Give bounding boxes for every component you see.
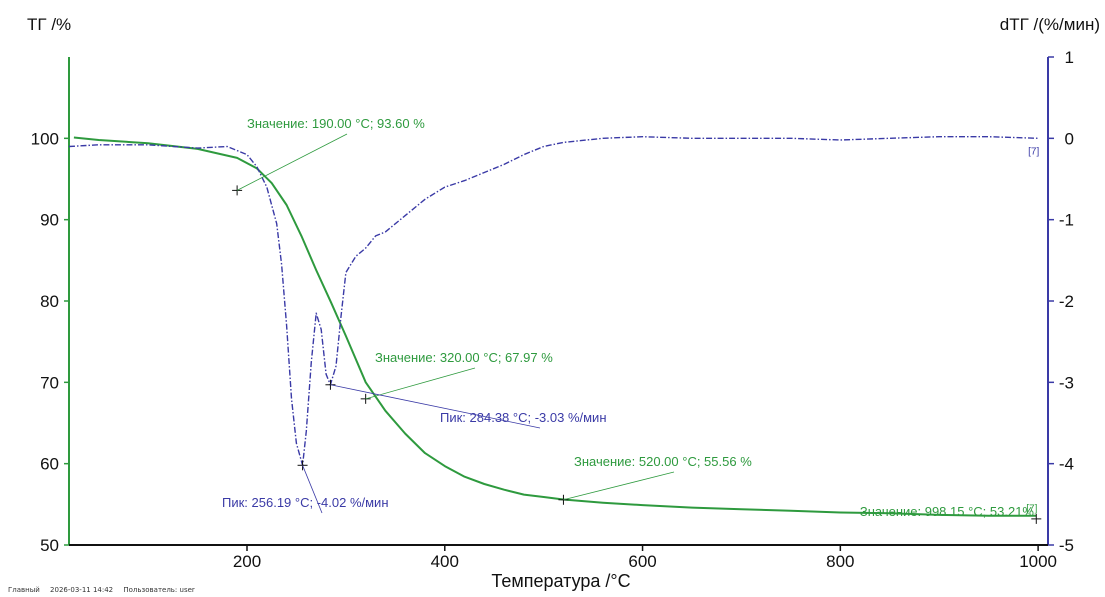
right-axis-title: dТГ /(%/мин): [1000, 15, 1100, 34]
annotation-leader: [302, 465, 323, 514]
y-left-tick-label: 90: [40, 211, 59, 230]
x-axis-title: Температура /°C: [491, 571, 630, 591]
y-right-tick-label: -3: [1059, 373, 1074, 392]
x-tick-label: 600: [628, 552, 656, 571]
annotation-label: Пик: 256.19 °C; -4.02 %/мин: [222, 495, 389, 510]
annotation-label: Значение: 520.00 °C; 55.56 %: [574, 454, 752, 469]
x-tick-label: 200: [233, 552, 261, 571]
footer-timestamp: 2026-03-11 14:42: [50, 586, 114, 594]
annotation-label: Значение: 190.00 °C; 93.60 %: [247, 116, 425, 131]
tick-layer: 200 400 600 800 1000 50 60 70 80 90 100 1 0 -1 -2 -3 -4 -…: [31, 48, 1074, 571]
annotation-label: Значение: 320.00 °C; 67.97 %: [375, 350, 553, 365]
dtg-curve-end-label: [7]: [1028, 146, 1039, 157]
x-tick-label: 400: [431, 552, 459, 571]
y-right-tick-label: 1: [1065, 48, 1074, 67]
y-right-tick-label: 0: [1065, 129, 1074, 148]
annotation-layer: Значение: 190.00 °C; 93.60 % Значение: 32…: [222, 116, 1042, 524]
annotation-label: Значение: 998.15 °C; 53.21%: [860, 504, 1035, 519]
annotation-leader: [563, 471, 675, 501]
left-axis-title: ТГ /%: [27, 15, 71, 34]
y-left-tick-label: 100: [31, 129, 59, 148]
y-right-tick-label: -2: [1059, 292, 1074, 311]
x-tick-label: 1000: [1019, 552, 1057, 571]
annotation-label: Пик: 284.38 °C; -3.03 %/мин: [440, 410, 607, 425]
x-tick-label: 800: [826, 552, 854, 571]
y-left-tick-label: 80: [40, 292, 59, 311]
y-right-tick-label: -5: [1059, 536, 1074, 555]
y-right-tick-label: -4: [1059, 455, 1074, 474]
annotation-leader: [330, 384, 541, 429]
tg-curve: [73, 136, 1037, 517]
y-left-tick-label: 70: [40, 373, 59, 392]
footer-mode: Главный: [8, 586, 40, 594]
tg-curve-end-label: [7]: [1026, 504, 1037, 515]
y-right-tick-label: -1: [1059, 211, 1074, 230]
annotation-leader: [236, 133, 348, 191]
dtg-curve: [68, 135, 1039, 466]
plot-layer: [7] [7]: [68, 135, 1039, 517]
footer-user: Пользователь: user: [123, 586, 195, 594]
annotation-leader: [365, 367, 476, 400]
y-left-tick-label: 50: [40, 536, 59, 555]
status-footer: Главный 2026-03-11 14:42 Пользователь: u…: [8, 586, 203, 594]
y-left-tick-label: 60: [40, 455, 59, 474]
